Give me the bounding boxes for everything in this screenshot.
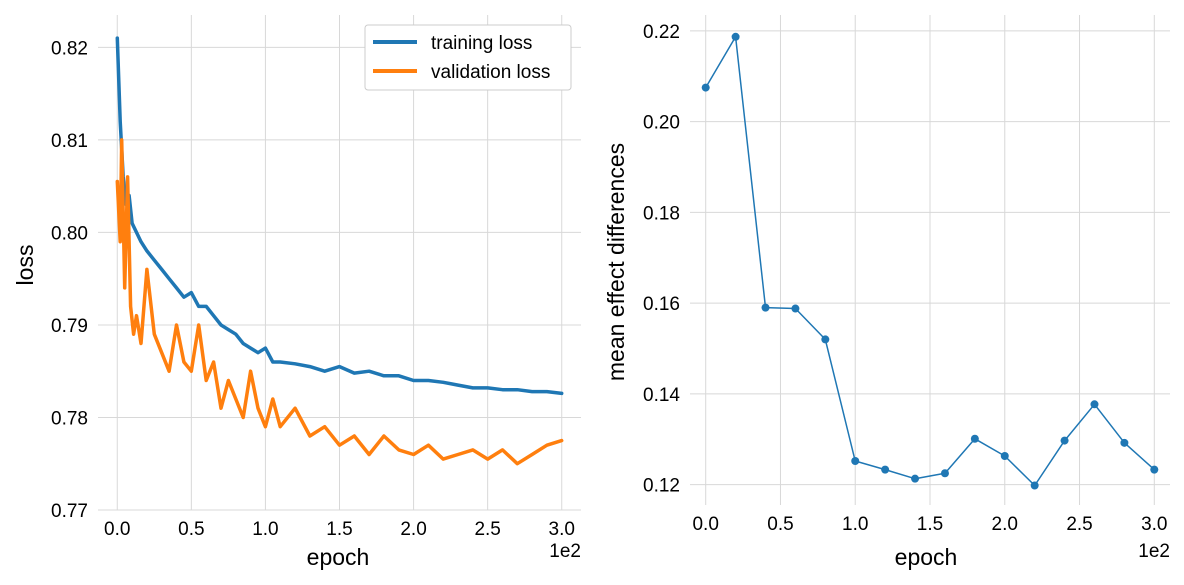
y-tick-label: 0.20	[643, 113, 680, 134]
data-point	[1060, 436, 1069, 445]
series-line	[704, 36, 1156, 487]
y-tick-label: 0.22	[643, 22, 680, 43]
data-point	[851, 456, 860, 465]
y-tick-label: 0.80	[51, 223, 88, 244]
data-point	[911, 474, 920, 483]
legend: training loss validation loss	[364, 24, 572, 91]
series-line-training-loss	[115, 36, 564, 396]
data-point	[791, 304, 800, 313]
effect-y-axis-label: mean effect differences	[603, 143, 629, 381]
data-point	[761, 303, 770, 312]
series-line-validation-loss	[115, 138, 564, 466]
legend-label-validation: validation loss	[431, 62, 550, 83]
data-point	[821, 335, 830, 344]
effect-chart: 0.0 0.5 1.0 1.5 2.0 2.5 3.0 0.120.140.160.180.…	[603, 15, 1170, 570]
x-tick-label: 2.5	[474, 519, 500, 540]
x-tick-label: 0.5	[767, 514, 793, 535]
x-tick-label: 3.0	[549, 519, 575, 540]
y-tick-label: 0.81	[51, 131, 88, 152]
x-tick-label: 0.0	[692, 514, 718, 535]
y-tick-label: 0.79	[51, 316, 88, 337]
effect-x-ticks: 0.0 0.5 1.0 1.5 2.0 2.5 3.0	[692, 514, 1167, 535]
x-tick-label: 0.5	[178, 519, 204, 540]
data-point	[881, 465, 890, 474]
data-point	[1120, 438, 1129, 447]
data-point	[1030, 481, 1039, 490]
x-tick-label: 3.0	[1141, 514, 1167, 535]
y-tick-label: 0.77	[51, 501, 88, 522]
effect-series	[701, 32, 1159, 490]
data-point	[701, 83, 710, 92]
data-point	[940, 469, 949, 478]
y-tick-label: 0.12	[643, 476, 680, 497]
data-point	[731, 32, 740, 41]
x-tick-label: 1.5	[326, 519, 352, 540]
data-point	[970, 434, 979, 443]
loss-x-ticks: 0.0 0.5 1.0 1.5 2.0 2.5 3.0	[104, 519, 575, 540]
x-tick-label: 2.0	[400, 519, 426, 540]
data-point	[1150, 465, 1159, 474]
loss-y-axis-label: loss	[12, 245, 38, 286]
y-tick-label: 0.16	[643, 294, 680, 315]
loss-x-axis-label: epoch	[307, 544, 370, 570]
x-tick-label: 1.5	[917, 514, 943, 535]
y-tick-label: 0.14	[643, 385, 680, 406]
effect-y-ticks: 0.12 0.14 0.16 0.18 0.20 0.22	[643, 22, 680, 497]
x-tick-label: 1.0	[252, 519, 278, 540]
loss-chart: 0.0 0.5 1.0 1.5 2.0 2.5 3.0 0.770.780.790.800.…	[12, 15, 581, 570]
effect-x-offset-label: 1e2	[1138, 541, 1170, 562]
data-point	[1090, 400, 1099, 409]
y-tick-label: 0.82	[51, 38, 88, 59]
effect-x-axis-label: epoch	[895, 544, 958, 570]
loss-y-ticks: 0.77 0.78 0.79 0.80 0.81 0.82	[51, 38, 88, 522]
effect-grid	[690, 15, 1170, 505]
legend-label-training: training loss	[431, 33, 532, 54]
y-tick-label: 0.78	[51, 408, 88, 429]
x-tick-label: 0.0	[104, 519, 130, 540]
x-tick-label: 2.5	[1066, 514, 1092, 535]
x-tick-label: 2.0	[992, 514, 1018, 535]
loss-series	[115, 36, 564, 466]
data-point	[1000, 452, 1009, 460]
x-tick-label: 1.0	[842, 514, 868, 535]
loss-x-offset-label: 1e2	[549, 541, 581, 562]
y-tick-label: 0.18	[643, 203, 680, 224]
